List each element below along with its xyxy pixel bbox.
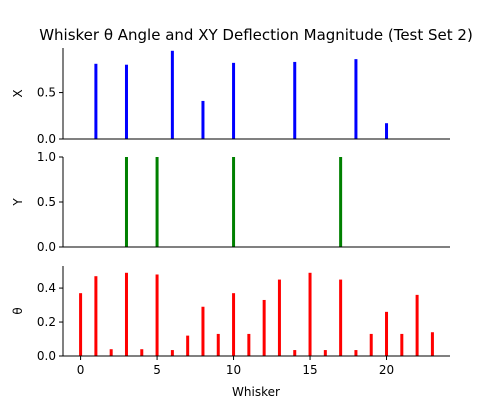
bar-theta-7	[186, 335, 190, 356]
y-tick-label-theta-1: 0.2	[37, 315, 56, 329]
y-axis-label-theta: θ	[11, 307, 25, 314]
x-tick-label-3: 15	[302, 363, 317, 377]
y-tick-label-x-0: 0.0	[37, 132, 56, 146]
bar-theta-15	[308, 272, 312, 356]
bar-theta-17	[339, 279, 343, 356]
bar-theta-13	[277, 279, 281, 356]
x-tick-label-0: 0	[77, 363, 85, 377]
bar-x-6	[354, 59, 358, 139]
bar-theta-10	[232, 293, 236, 356]
bar-theta-22	[415, 294, 419, 356]
y-axis-label-x: X	[11, 89, 25, 97]
bar-x-3	[201, 100, 205, 139]
y-tick-label-y-2: 1.0	[37, 150, 56, 164]
x-tick-label-4: 20	[379, 363, 394, 377]
y-axis-label-y: Y	[11, 198, 25, 207]
bar-x-5	[293, 61, 297, 139]
bar-theta-8	[201, 306, 205, 356]
panel-y: 0.0 0.5 1.0 Y	[11, 150, 450, 254]
bar-y-0	[124, 157, 128, 247]
bar-theta-11	[247, 333, 251, 356]
bar-x-7	[385, 123, 389, 139]
bar-theta-23	[430, 332, 434, 356]
bar-y-2	[232, 157, 236, 247]
x-tick-label-2: 10	[226, 363, 241, 377]
y-tick-label-theta-0: 0.0	[37, 349, 56, 363]
bar-theta-5	[155, 274, 159, 356]
bar-theta-16	[323, 350, 327, 356]
y-tick-label-theta-2: 0.4	[37, 281, 56, 295]
bar-theta-12	[262, 299, 266, 356]
x-tick-label-1: 5	[153, 363, 161, 377]
y-tick-label-x-1: 0.5	[37, 86, 56, 100]
bar-x-4	[232, 62, 236, 139]
bar-y-3	[339, 157, 343, 247]
panel-x: 0.0 0.5 X	[11, 48, 450, 146]
bar-theta-19	[369, 333, 373, 356]
bar-theta-9	[216, 333, 220, 356]
bar-theta-14	[293, 350, 297, 356]
bar-theta-0	[79, 293, 83, 356]
chart-title: Whisker θ Angle and XY Deflection Magnit…	[39, 26, 473, 44]
y-tick-label-y-1: 0.5	[37, 195, 56, 209]
panel-theta: 0.0 0.2 0.4 θ 0 5 10 15 20	[11, 266, 450, 377]
bar-x-1	[124, 64, 128, 139]
bar-theta-4	[140, 349, 144, 356]
x-axis-label: Whisker	[232, 385, 280, 399]
y-tick-label-y-0: 0.0	[37, 240, 56, 254]
bar-x-2	[170, 50, 174, 139]
bar-x-0	[94, 63, 98, 139]
bar-theta-6	[170, 350, 174, 356]
bar-theta-2	[109, 349, 113, 356]
chart-panels: 0.0 0.5 X 0.0 0.5 1.0 Y 0.0 0.2 0.4 θ 0 5 10 15 20	[11, 48, 450, 377]
bar-theta-20	[385, 311, 389, 356]
bar-theta-3	[124, 272, 128, 356]
bar-theta-21	[400, 333, 404, 356]
bar-theta-1	[94, 276, 98, 356]
bar-theta-18	[354, 350, 358, 356]
bar-y-1	[155, 157, 159, 247]
